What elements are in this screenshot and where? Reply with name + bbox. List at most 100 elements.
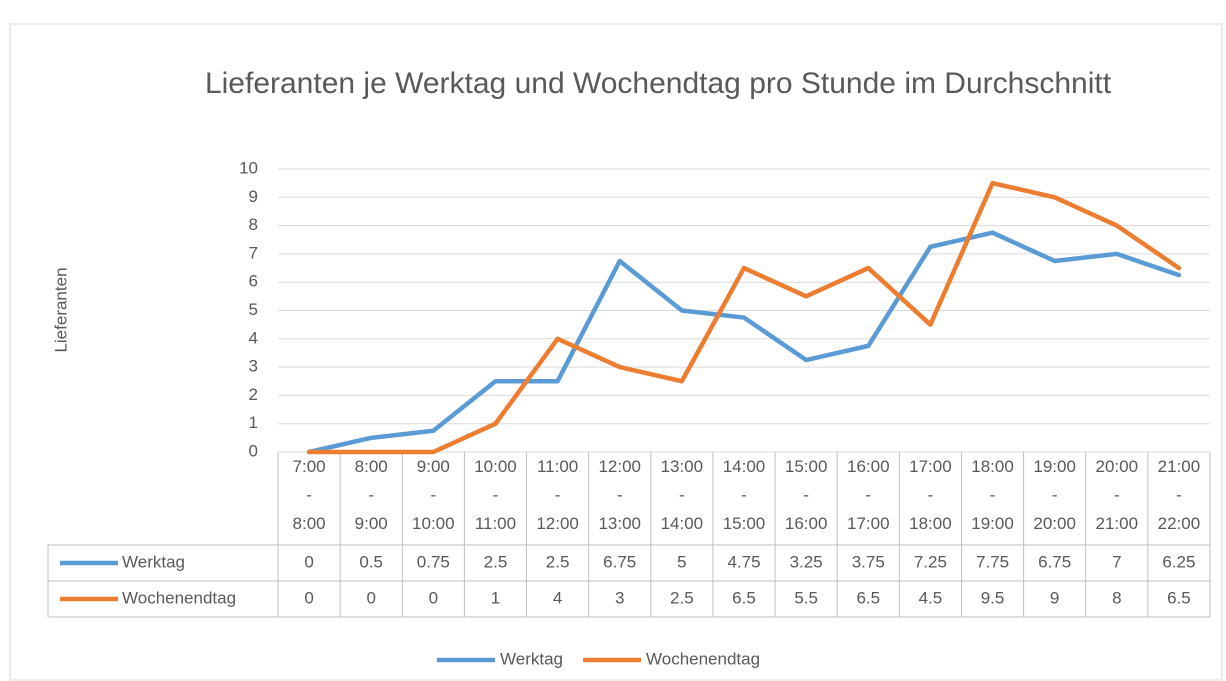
x-tick-label-line: -	[617, 486, 623, 505]
x-tick-label-line: 12:00	[598, 457, 641, 476]
table-cell: 0.75	[417, 552, 450, 571]
table-cell: 2.5	[670, 588, 694, 607]
table-cell: 6.75	[603, 552, 636, 571]
y-tick-label: 7	[249, 243, 258, 262]
x-tick-label-line: 17:00	[847, 514, 890, 533]
y-tick-label: 2	[249, 385, 258, 404]
x-tick-label: 14:00 - 15:00	[723, 457, 766, 533]
y-tick-label: 6	[249, 272, 258, 291]
y-tick-label: 5	[249, 300, 258, 319]
table-cell: 3	[615, 588, 624, 607]
y-tick-label: 8	[249, 215, 258, 234]
x-tick-label-line: 10:00	[474, 457, 517, 476]
x-tick-label: 16:00 - 17:00	[847, 457, 890, 533]
x-tick-label-line: 14:00	[723, 457, 766, 476]
y-tick-label: 9	[249, 187, 258, 206]
chart-title: Lieferanten je Werktag und Wochendtag pr…	[204, 67, 1112, 100]
x-tick-label-line: 8:00	[355, 457, 388, 476]
table-cell: 7.75	[976, 552, 1009, 571]
x-tick-label: 11:00 - 12:00	[536, 457, 579, 533]
x-tick-label: 10:00 - 11:00	[474, 457, 517, 533]
x-tick-label-line: 10:00	[412, 514, 455, 533]
x-tick-label-line: -	[1114, 486, 1120, 505]
y-tick-label: 10	[239, 158, 258, 177]
table-cell: 4.75	[727, 552, 760, 571]
x-tick-label-line: 13:00	[661, 457, 704, 476]
table-cell: 8	[1112, 588, 1121, 607]
y-tick-label: 4	[249, 328, 258, 347]
x-tick-label-line: 20:00	[1033, 514, 1076, 533]
x-tick-label-line: 16:00	[785, 514, 828, 533]
table-cell: 0.5	[359, 552, 383, 571]
x-tick-label-line: -	[430, 486, 436, 505]
line-series	[306, 230, 1182, 455]
y-axis-label: Lieferanten	[51, 267, 70, 352]
table-cell: 9.5	[981, 588, 1005, 607]
table-row-label: Wochenendtag	[122, 588, 236, 607]
table-cell: 4	[553, 588, 562, 607]
x-tick-label: 12:00 - 13:00	[598, 457, 641, 533]
table-cell: 0	[304, 552, 313, 571]
x-tick-label-line: 15:00	[723, 514, 766, 533]
table-cell: 0	[366, 588, 375, 607]
x-tick-label-line: -	[1052, 486, 1058, 505]
table-cell: 3.25	[790, 552, 823, 571]
x-tick-label: 21:00 - 22:00	[1158, 457, 1201, 533]
y-tick-label: 0	[249, 441, 258, 460]
table-cell: 9	[1050, 588, 1059, 607]
x-tick-label-line: 7:00	[293, 457, 326, 476]
x-tick-label: 20:00 - 21:00	[1096, 457, 1139, 533]
line-series	[306, 180, 1182, 455]
x-tick-label: 18:00 - 19:00	[971, 457, 1014, 533]
x-tick-label-line: -	[1176, 486, 1182, 505]
x-tick-label: 9:00 - 10:00	[412, 457, 455, 533]
x-tick-label-line: -	[555, 486, 561, 505]
table-cell: 7	[1112, 552, 1121, 571]
table-cell: 6.5	[856, 588, 880, 607]
x-tick-label-line: -	[741, 486, 747, 505]
x-tick-label-line: 8:00	[293, 514, 326, 533]
x-tick-label-line: 18:00	[909, 514, 952, 533]
x-tick-label-line: -	[803, 486, 809, 505]
x-tick-label-line: 18:00	[971, 457, 1014, 476]
x-tick-label-line: 14:00	[661, 514, 704, 533]
x-tick-label-line: -	[679, 486, 685, 505]
x-tick-label-line: 9:00	[355, 514, 388, 533]
x-tick-label-line: 12:00	[536, 514, 579, 533]
table-cell: 0	[429, 588, 438, 607]
x-tick-label-line: 17:00	[909, 457, 952, 476]
y-tick-label: 1	[249, 413, 258, 432]
x-tick-label-line: 13:00	[598, 514, 641, 533]
table-cell: 4.5	[919, 588, 943, 607]
x-tick-label-line: 16:00	[847, 457, 890, 476]
x-tick-label-line: -	[865, 486, 871, 505]
table-cell: 7.25	[914, 552, 947, 571]
x-tick-label-line: -	[306, 486, 312, 505]
x-tick-label: 17:00 - 18:00	[909, 457, 952, 533]
table-cell: 2.5	[484, 552, 508, 571]
x-tick-label: 7:00 - 8:00	[293, 457, 326, 533]
table-cell: 6.25	[1162, 552, 1195, 571]
x-tick-label: 8:00 - 9:00	[355, 457, 388, 533]
x-tick-label-line: 19:00	[1033, 457, 1076, 476]
x-tick-label-line: 21:00	[1096, 514, 1139, 533]
x-tick-label-line: 11:00	[475, 514, 516, 533]
x-tick-label-line: 21:00	[1158, 457, 1201, 476]
table-cell: 6.75	[1038, 552, 1071, 571]
table-cell: 3.75	[852, 552, 885, 571]
x-tick-label-line: 9:00	[417, 457, 450, 476]
x-tick-label-line: -	[493, 486, 499, 505]
y-tick-label: 3	[249, 357, 258, 376]
table-cell: 5.5	[794, 588, 818, 607]
table-cell: 2.5	[546, 552, 570, 571]
legend-label: Werktag	[500, 649, 563, 668]
table-cell: 6.5	[1167, 588, 1191, 607]
x-tick-label-line: -	[368, 486, 374, 505]
table-row-label: Werktag	[122, 552, 185, 571]
table-cell: 5	[677, 552, 686, 571]
x-tick-label-line: -	[990, 486, 996, 505]
table-cell: 1	[491, 588, 500, 607]
table-cell: 0	[304, 588, 313, 607]
